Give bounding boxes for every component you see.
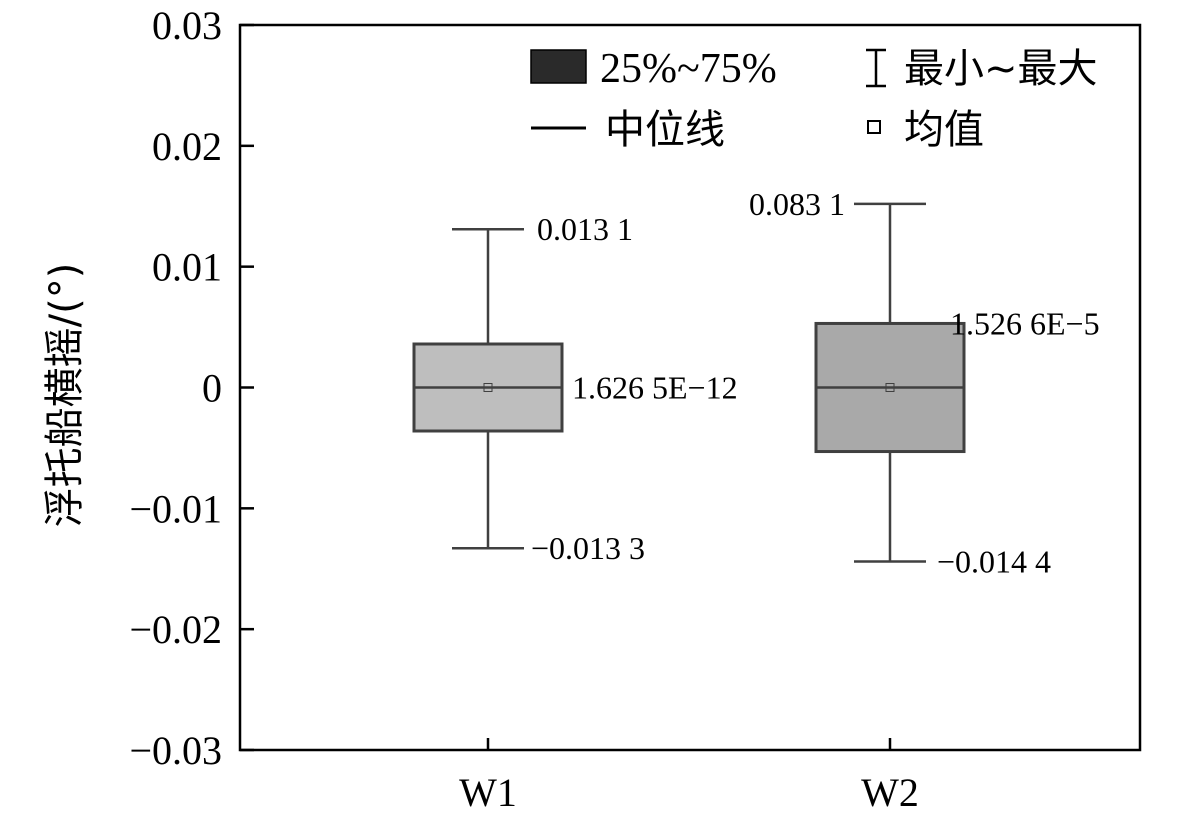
x-tick-label: W1 [459,770,517,815]
max-annotation: 0.083 1 [749,186,845,222]
min-annotation: −0.014 4 [937,544,1051,580]
box-W1: 0.013 1 1.626 5E−12 −0.013 3 [412,211,738,566]
legend-mean-marker [867,120,881,134]
legend-label: 均值 [904,107,984,153]
legend-label: 25%~75% [600,46,777,92]
min-annotation: −0.013 3 [531,530,645,566]
legend-box-swatch [530,49,587,84]
legend-label: 中位线 [605,107,725,153]
y-axis-ticks: −0.03 −0.02 −0.01 0 0.01 0.02 0.03 [129,3,254,773]
plot-frame [238,23,1142,752]
legend-label: 最小~最大 [904,46,1098,92]
mean-marker [885,383,895,392]
mean-marker [483,383,493,392]
y-axis-label: 浮托船横摇/(°) [42,263,88,528]
max-annotation: 0.013 1 [537,211,633,247]
box-series: 0.013 1 1.626 5E−12 −0.013 3 0.083 1 1.526 6… [412,186,1100,580]
y-tick-label: −0.03 [129,728,222,773]
y-tick-label: 0.02 [152,124,222,169]
y-tick-label: 0.03 [152,3,222,48]
median-annotation: 1.626 5E−12 [572,370,738,406]
y-tick-label: 0 [202,366,222,411]
y-tick-label: −0.02 [129,607,222,652]
x-tick-label: W2 [861,770,919,815]
y-tick-label: −0.01 [129,486,222,531]
box-W2: 0.083 1 1.526 6E−5 −0.014 4 [749,186,1100,580]
x-axis-ticks: W1 W2 [459,738,919,815]
median-annotation: 1.526 6E−5 [950,306,1100,342]
y-tick-label: 0.01 [152,245,222,290]
